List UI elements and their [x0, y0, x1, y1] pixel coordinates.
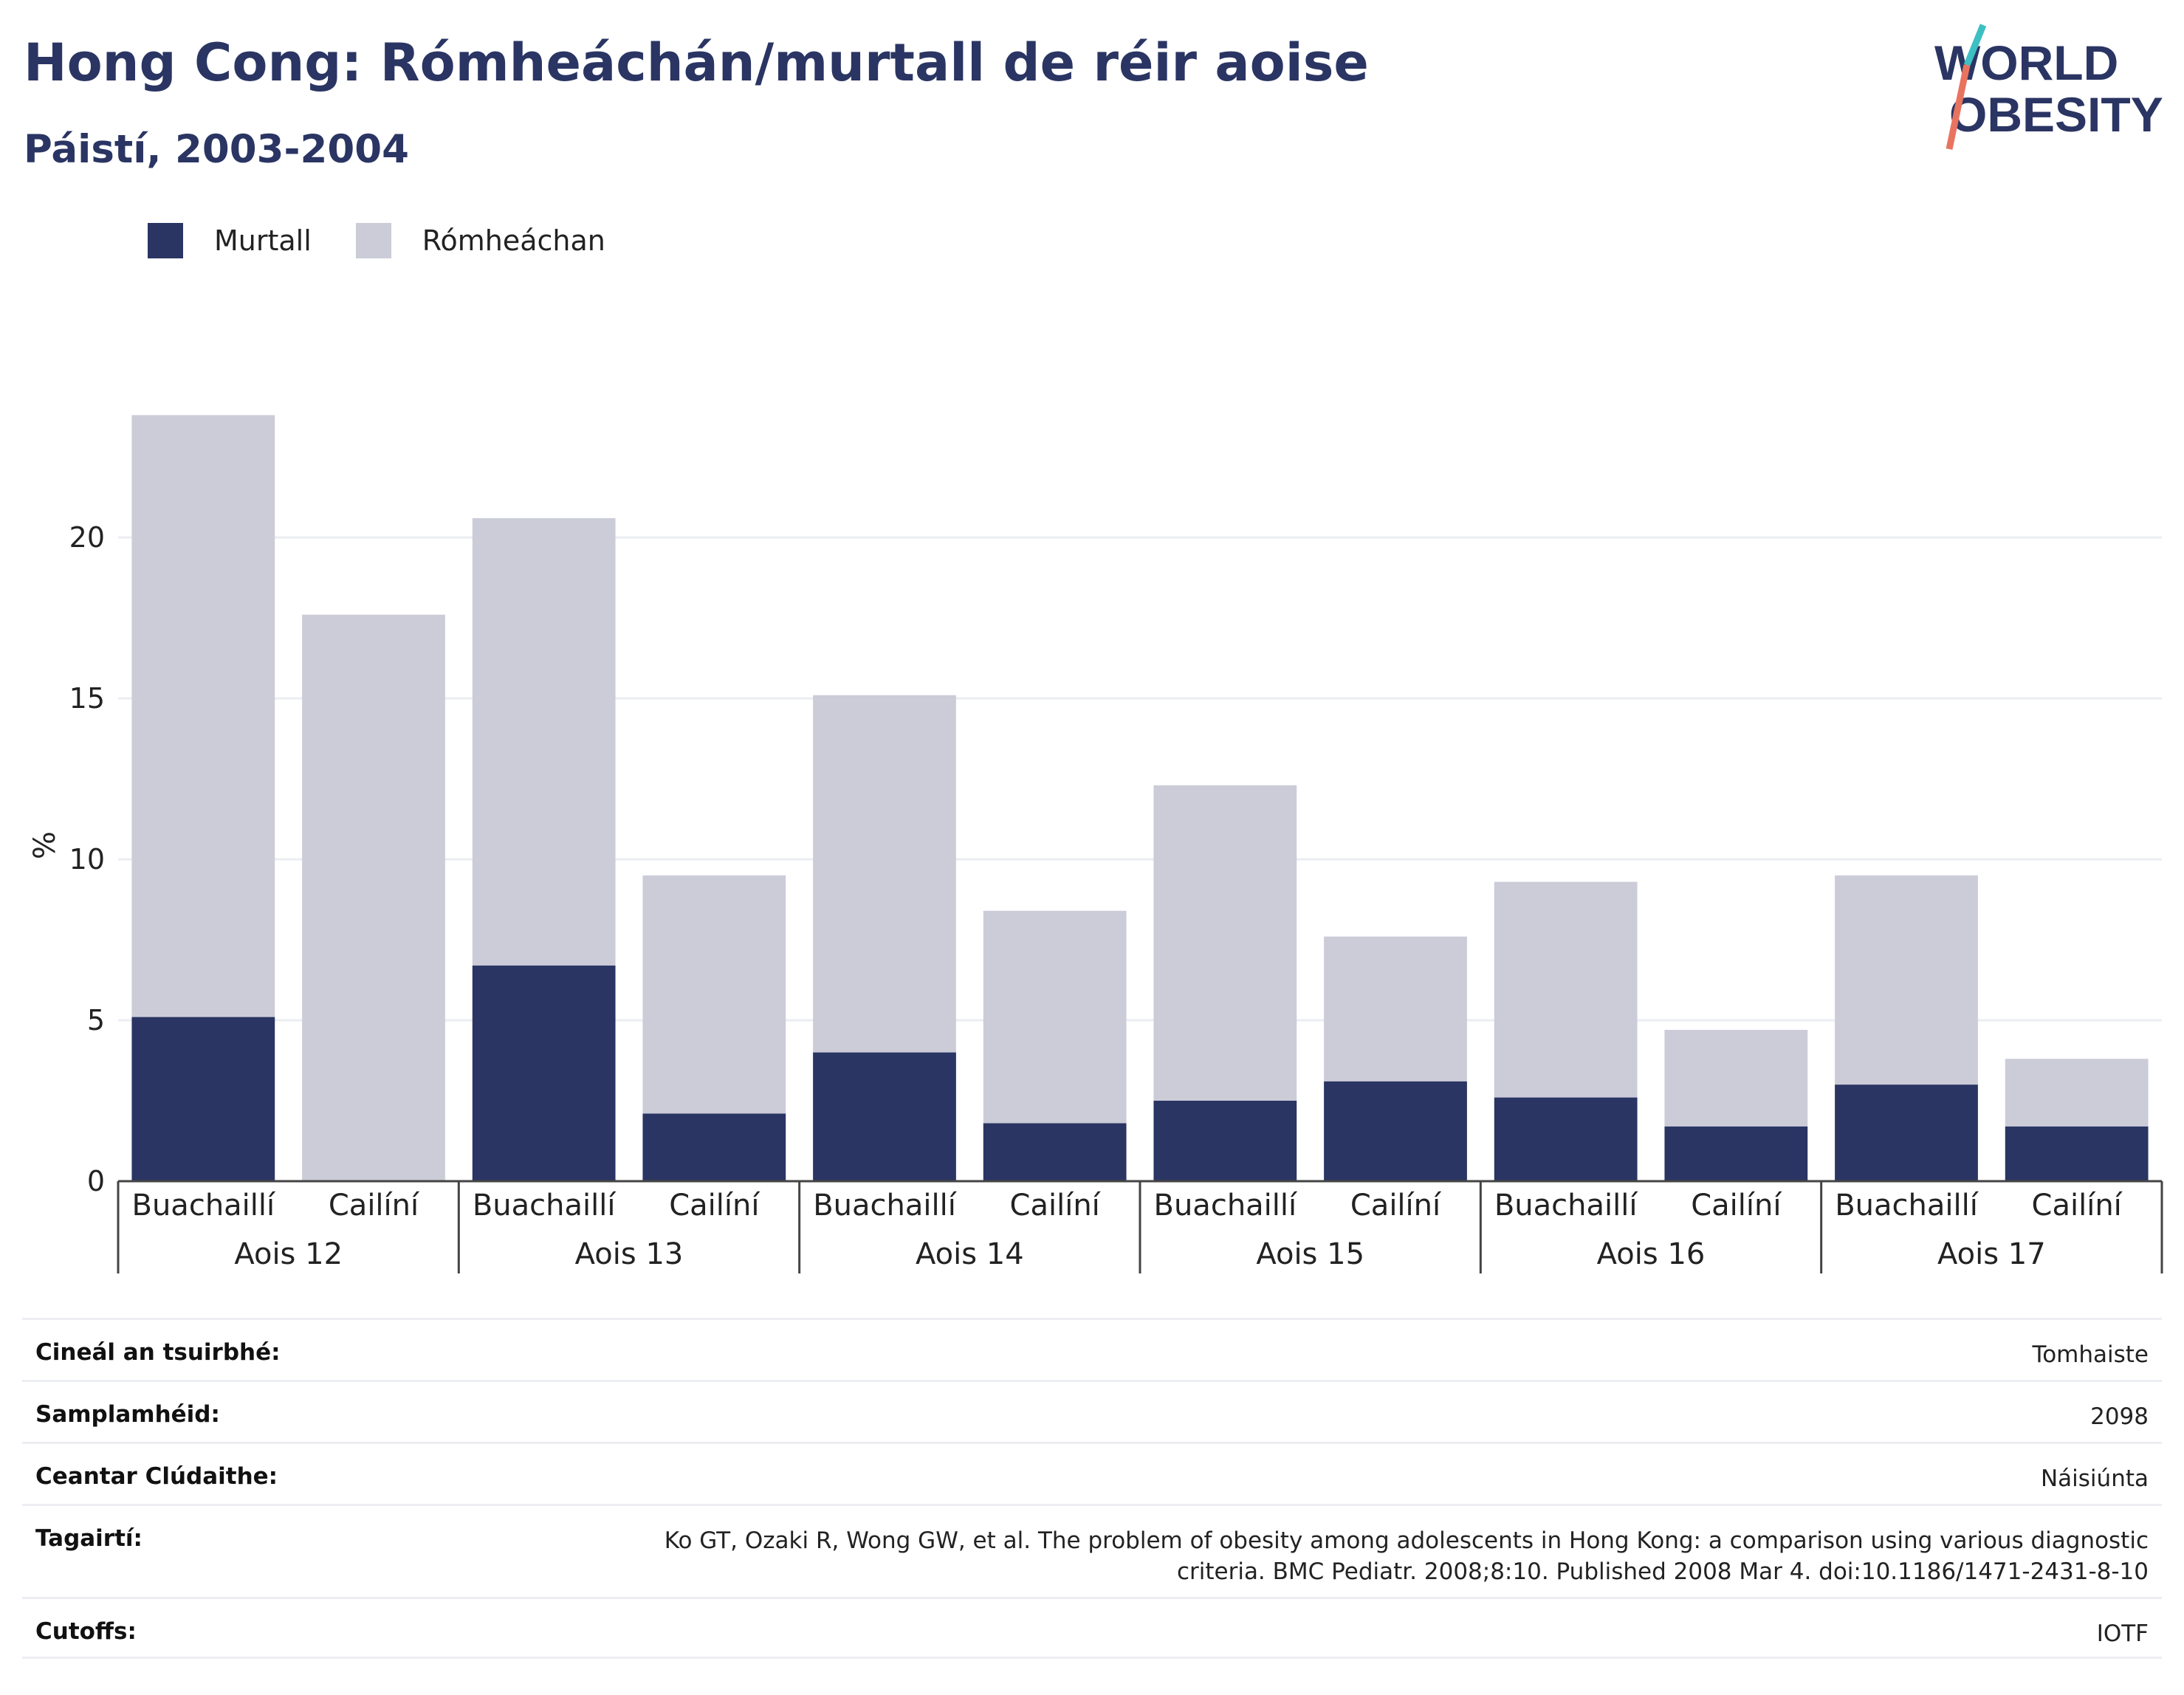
x-tick-label-sex: Cailíní	[669, 1189, 760, 1223]
chart-subtitle: Páistí, 2003-2004	[24, 127, 410, 172]
x-tick-label-sex: Cailíní	[1010, 1189, 1102, 1223]
x-tick-label-age-group: Aois 13	[575, 1237, 684, 1271]
bar-obese	[131, 1017, 275, 1181]
bar-overweight	[472, 518, 616, 966]
x-tick-label-sex: Cailíní	[1350, 1189, 1442, 1223]
x-tick-label-age-group: Aois 16	[1597, 1237, 1706, 1271]
bar-obese	[983, 1123, 1127, 1181]
meta-row-sample-size: Samplamhéid: 2098	[22, 1380, 2162, 1442]
x-tick-label-sex: Cailíní	[2032, 1189, 2123, 1223]
chart-legend: Murtall Rómheáchan	[148, 221, 650, 260]
bar-obese	[642, 1113, 786, 1181]
bar-overweight	[1153, 785, 1297, 1101]
bar-obese	[1494, 1097, 1638, 1181]
meta-row-cutoffs: Cutoffs: IOTF	[22, 1597, 2162, 1659]
legend-label-overweight: Rómheáchan	[422, 224, 605, 257]
meta-key: Tagairtí:	[35, 1525, 142, 1552]
bar-chart: 0 5 10 15 20% Buachaillí Cailíní Aois 12 Buachai…	[28, 415, 2163, 1273]
x-tick-label-sex: Buachaillí	[1154, 1189, 1299, 1223]
meta-key: Cutoffs:	[35, 1618, 137, 1645]
x-tick-label-age-group: Aois 12	[234, 1237, 343, 1271]
bar-overweight	[642, 875, 786, 1114]
y-tick-label: 20	[69, 521, 105, 554]
legend-item-overweight[interactable]: Rómheáchan	[355, 223, 605, 258]
meta-value: 2098	[2090, 1403, 2149, 1430]
meta-row-references: Tagairtí: Ko GT, Ozaki R, Wong GW, et al…	[22, 1504, 2162, 1597]
bar-overweight	[983, 910, 1127, 1124]
world-obesity-logo: WORLD OBESITY	[1934, 24, 2163, 150]
bar-overweight	[1835, 875, 1978, 1085]
x-tick-label-sex: Cailíní	[329, 1189, 420, 1223]
bar-obese	[2005, 1126, 2149, 1181]
meta-key: Cineál an tsuirbhé:	[35, 1339, 281, 1366]
legend-label-obese: Murtall	[214, 224, 312, 257]
meta-row-survey-type: Cineál an tsuirbhé: Tomhaiste	[22, 1318, 2162, 1380]
bar-overweight	[1494, 881, 1638, 1098]
meta-key: Samplamhéid:	[35, 1401, 220, 1428]
bar-obese	[1324, 1081, 1467, 1181]
x-tick-label-sex: Buachaillí	[1494, 1189, 1639, 1223]
meta-row-area-covered: Ceantar Clúdaithe: Náisiúnta	[22, 1442, 2162, 1504]
x-tick-label-sex: Buachaillí	[473, 1189, 617, 1223]
y-tick-label: 5	[87, 1004, 105, 1036]
x-tick-label-sex: Cailíní	[1691, 1189, 1782, 1223]
bar-overweight	[302, 614, 445, 1181]
x-tick-label-sex: Buachaillí	[813, 1189, 958, 1223]
logo-slash-coral-icon	[1946, 64, 1971, 150]
logo-line2: OBESITY	[1949, 87, 2163, 142]
chart-title: Hong Cong: Rómheáchán/murtall de réir ao…	[24, 32, 1369, 93]
bar-overweight	[1664, 1030, 1808, 1127]
x-tick-label-sex: Buachaillí	[132, 1189, 277, 1223]
x-tick-label-sex: Buachaillí	[1835, 1189, 1979, 1223]
x-tick-label-age-group: Aois 14	[916, 1237, 1024, 1271]
bar-obese	[1153, 1101, 1297, 1181]
legend-swatch-overweight	[355, 223, 391, 258]
legend-item-obese[interactable]: Murtall	[148, 223, 312, 258]
y-tick-label: 10	[69, 843, 105, 876]
survey-metadata-table: Cineál an tsuirbhé: Tomhaiste Samplamhéi…	[22, 1318, 2162, 1659]
bar-obese	[813, 1052, 956, 1181]
x-tick-label-age-group: Aois 17	[1937, 1237, 2046, 1271]
bar-obese	[1664, 1126, 1808, 1181]
meta-key: Ceantar Clúdaithe:	[35, 1463, 278, 1490]
bar-overweight	[131, 415, 275, 1017]
x-tick-label-age-group: Aois 15	[1256, 1237, 1364, 1271]
bar-overweight	[813, 695, 956, 1053]
bar-obese	[472, 965, 616, 1181]
meta-value: IOTF	[2096, 1620, 2149, 1647]
y-tick-label: 15	[69, 682, 105, 715]
y-axis-label: %	[28, 831, 62, 859]
meta-value[interactable]: Ko GT, Ozaki R, Wong GW, et al. The prob…	[664, 1527, 2149, 1585]
logo-slash-teal-icon	[1963, 24, 1987, 66]
bar-overweight	[2005, 1059, 2149, 1127]
meta-value: Náisiúnta	[2040, 1465, 2149, 1492]
bar-overweight	[1324, 936, 1467, 1082]
meta-value: Tomhaiste	[2032, 1341, 2149, 1368]
y-tick-label: 0	[87, 1165, 105, 1197]
legend-swatch-obese	[148, 223, 183, 258]
bar-obese	[1835, 1084, 1978, 1181]
